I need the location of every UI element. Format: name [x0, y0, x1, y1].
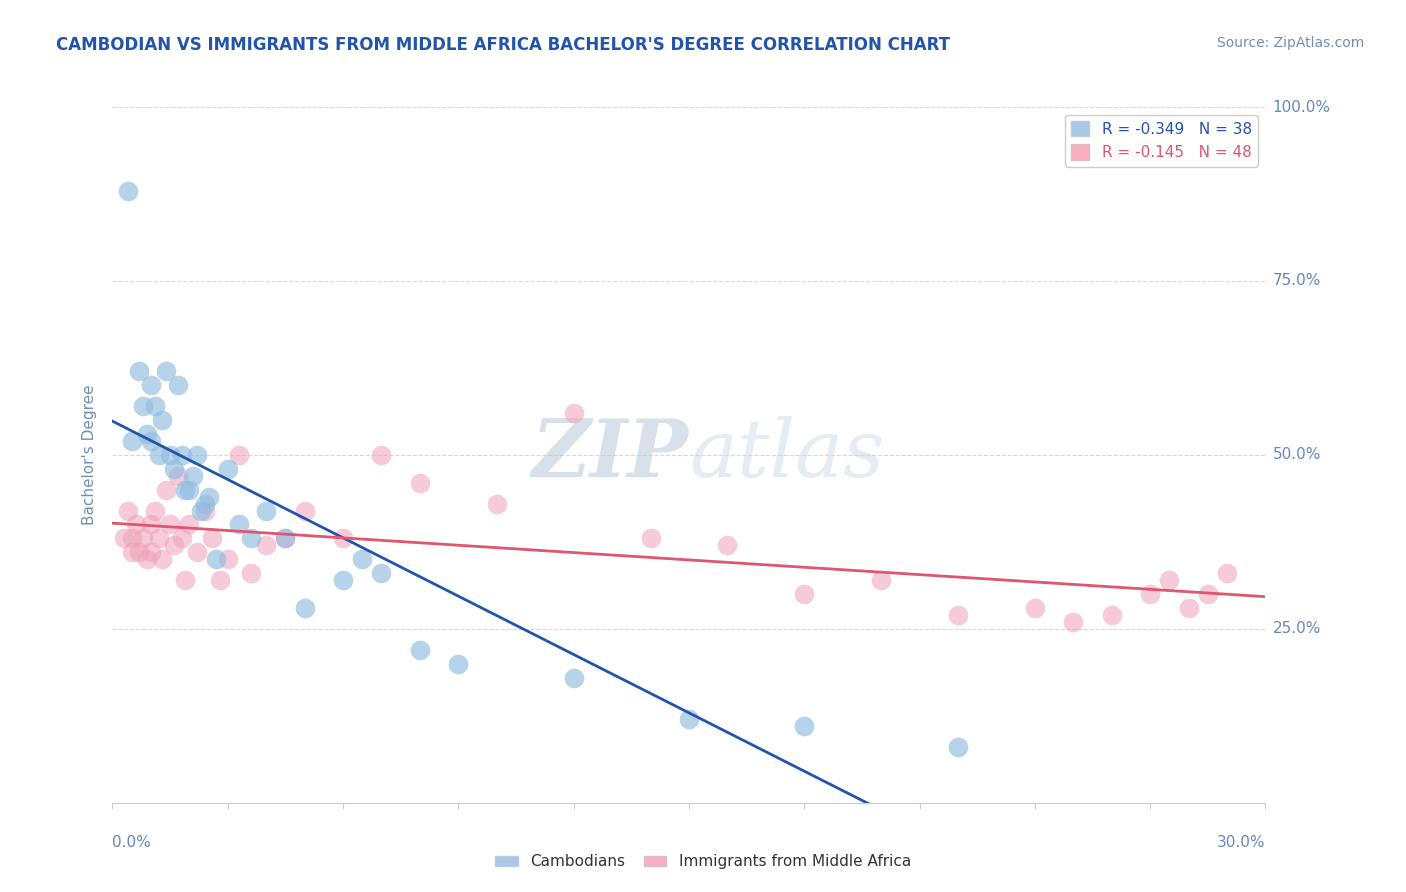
- Point: [181, 468, 204, 483]
- Point: [124, 517, 146, 532]
- Text: 25.0%: 25.0%: [1272, 622, 1320, 636]
- Point: [409, 642, 432, 657]
- Point: [163, 462, 186, 476]
- Point: [447, 657, 470, 671]
- Point: [139, 517, 162, 532]
- Point: [678, 712, 700, 726]
- Point: [174, 573, 197, 587]
- Point: [186, 545, 208, 559]
- Y-axis label: Bachelor's Degree: Bachelor's Degree: [82, 384, 97, 525]
- Point: [148, 448, 170, 462]
- Point: [228, 517, 250, 532]
- Point: [205, 552, 228, 566]
- Point: [121, 532, 143, 546]
- Point: [163, 538, 186, 552]
- Point: [946, 740, 969, 755]
- Point: [179, 483, 201, 497]
- Point: [370, 566, 392, 581]
- Text: 75.0%: 75.0%: [1272, 274, 1320, 288]
- Point: [274, 532, 297, 546]
- Point: [485, 497, 508, 511]
- Point: [190, 503, 212, 517]
- Point: [170, 532, 193, 546]
- Point: [197, 490, 219, 504]
- Point: [870, 573, 893, 587]
- Point: [793, 587, 815, 601]
- Text: CAMBODIAN VS IMMIGRANTS FROM MIDDLE AFRICA BACHELOR'S DEGREE CORRELATION CHART: CAMBODIAN VS IMMIGRANTS FROM MIDDLE AFRI…: [56, 36, 950, 54]
- Point: [1216, 566, 1239, 581]
- Point: [1139, 587, 1161, 601]
- Point: [217, 552, 239, 566]
- Point: [117, 503, 139, 517]
- Point: [139, 545, 162, 559]
- Point: [239, 566, 262, 581]
- Point: [201, 532, 224, 546]
- Point: [174, 483, 197, 497]
- Point: [409, 475, 432, 490]
- Point: [332, 573, 354, 587]
- Point: [179, 517, 201, 532]
- Text: Source: ZipAtlas.com: Source: ZipAtlas.com: [1216, 36, 1364, 50]
- Point: [194, 497, 217, 511]
- Point: [716, 538, 738, 552]
- Point: [166, 468, 188, 483]
- Point: [121, 434, 143, 448]
- Point: [562, 406, 585, 420]
- Point: [143, 503, 166, 517]
- Point: [128, 364, 150, 378]
- Point: [254, 538, 277, 552]
- Point: [370, 448, 392, 462]
- Point: [148, 532, 170, 546]
- Point: [640, 532, 662, 546]
- Point: [132, 532, 155, 546]
- Point: [793, 719, 815, 733]
- Point: [1101, 607, 1123, 622]
- Text: atlas: atlas: [689, 417, 884, 493]
- Point: [136, 552, 159, 566]
- Point: [1062, 615, 1084, 629]
- Point: [1177, 601, 1199, 615]
- Point: [194, 503, 217, 517]
- Point: [294, 503, 316, 517]
- Point: [159, 448, 181, 462]
- Point: [946, 607, 969, 622]
- Point: [217, 462, 239, 476]
- Point: [239, 532, 262, 546]
- Legend: R = -0.349   N = 38, R = -0.145   N = 48: R = -0.349 N = 38, R = -0.145 N = 48: [1064, 115, 1258, 167]
- Text: 30.0%: 30.0%: [1218, 836, 1265, 850]
- Point: [562, 671, 585, 685]
- Point: [186, 448, 208, 462]
- Point: [294, 601, 316, 615]
- Point: [128, 545, 150, 559]
- Point: [352, 552, 374, 566]
- Point: [136, 427, 159, 442]
- Point: [139, 378, 162, 392]
- Point: [121, 545, 143, 559]
- Point: [152, 552, 174, 566]
- Point: [132, 399, 155, 413]
- Point: [209, 573, 232, 587]
- Text: 50.0%: 50.0%: [1272, 448, 1320, 462]
- Point: [155, 364, 177, 378]
- Point: [139, 434, 162, 448]
- Point: [332, 532, 354, 546]
- Text: 0.0%: 0.0%: [112, 836, 152, 850]
- Point: [274, 532, 297, 546]
- Text: 100.0%: 100.0%: [1272, 100, 1330, 114]
- Legend: Cambodians, Immigrants from Middle Africa: Cambodians, Immigrants from Middle Afric…: [489, 848, 917, 875]
- Point: [155, 483, 177, 497]
- Point: [159, 517, 181, 532]
- Point: [117, 184, 139, 198]
- Point: [1159, 573, 1181, 587]
- Point: [112, 532, 135, 546]
- Point: [1024, 601, 1046, 615]
- Point: [254, 503, 277, 517]
- Point: [166, 378, 188, 392]
- Point: [143, 399, 166, 413]
- Point: [1197, 587, 1219, 601]
- Point: [228, 448, 250, 462]
- Point: [152, 413, 174, 427]
- Text: ZIP: ZIP: [531, 417, 689, 493]
- Point: [170, 448, 193, 462]
